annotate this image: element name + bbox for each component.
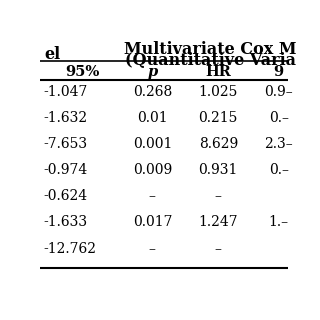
Text: -1.633: -1.633 [43,215,87,229]
Text: 8.629: 8.629 [199,137,238,151]
Text: 1.–: 1.– [268,215,289,229]
Text: –: – [149,242,156,256]
Text: 0.931: 0.931 [199,163,238,177]
Text: 9: 9 [274,65,284,79]
Text: 0.01: 0.01 [137,111,168,125]
Text: 1.247: 1.247 [198,215,238,229]
Text: –: – [215,189,222,203]
Text: -1.047: -1.047 [43,84,87,99]
Text: p: p [147,65,157,79]
Text: el: el [45,46,61,63]
Text: –: – [149,189,156,203]
Text: -7.653: -7.653 [43,137,87,151]
Text: (Quantitative Varia: (Quantitative Varia [125,52,296,69]
Text: 0.–: 0.– [269,111,289,125]
Text: 0.001: 0.001 [133,137,172,151]
Text: 0.–: 0.– [269,163,289,177]
Text: 0.215: 0.215 [199,111,238,125]
Text: –: – [215,242,222,256]
Text: 95%: 95% [65,65,100,79]
Text: 1.025: 1.025 [199,84,238,99]
Text: HR: HR [205,65,231,79]
Text: 0.268: 0.268 [133,84,172,99]
Text: 0.9–: 0.9– [264,84,293,99]
Text: -12.762: -12.762 [43,242,96,256]
Text: Multivariate Cox M: Multivariate Cox M [124,42,297,59]
Text: 0.009: 0.009 [133,163,172,177]
Text: -0.624: -0.624 [43,189,87,203]
Text: -0.974: -0.974 [43,163,87,177]
Text: 2.3–: 2.3– [264,137,293,151]
Text: -1.632: -1.632 [43,111,87,125]
Text: 0.017: 0.017 [132,215,172,229]
